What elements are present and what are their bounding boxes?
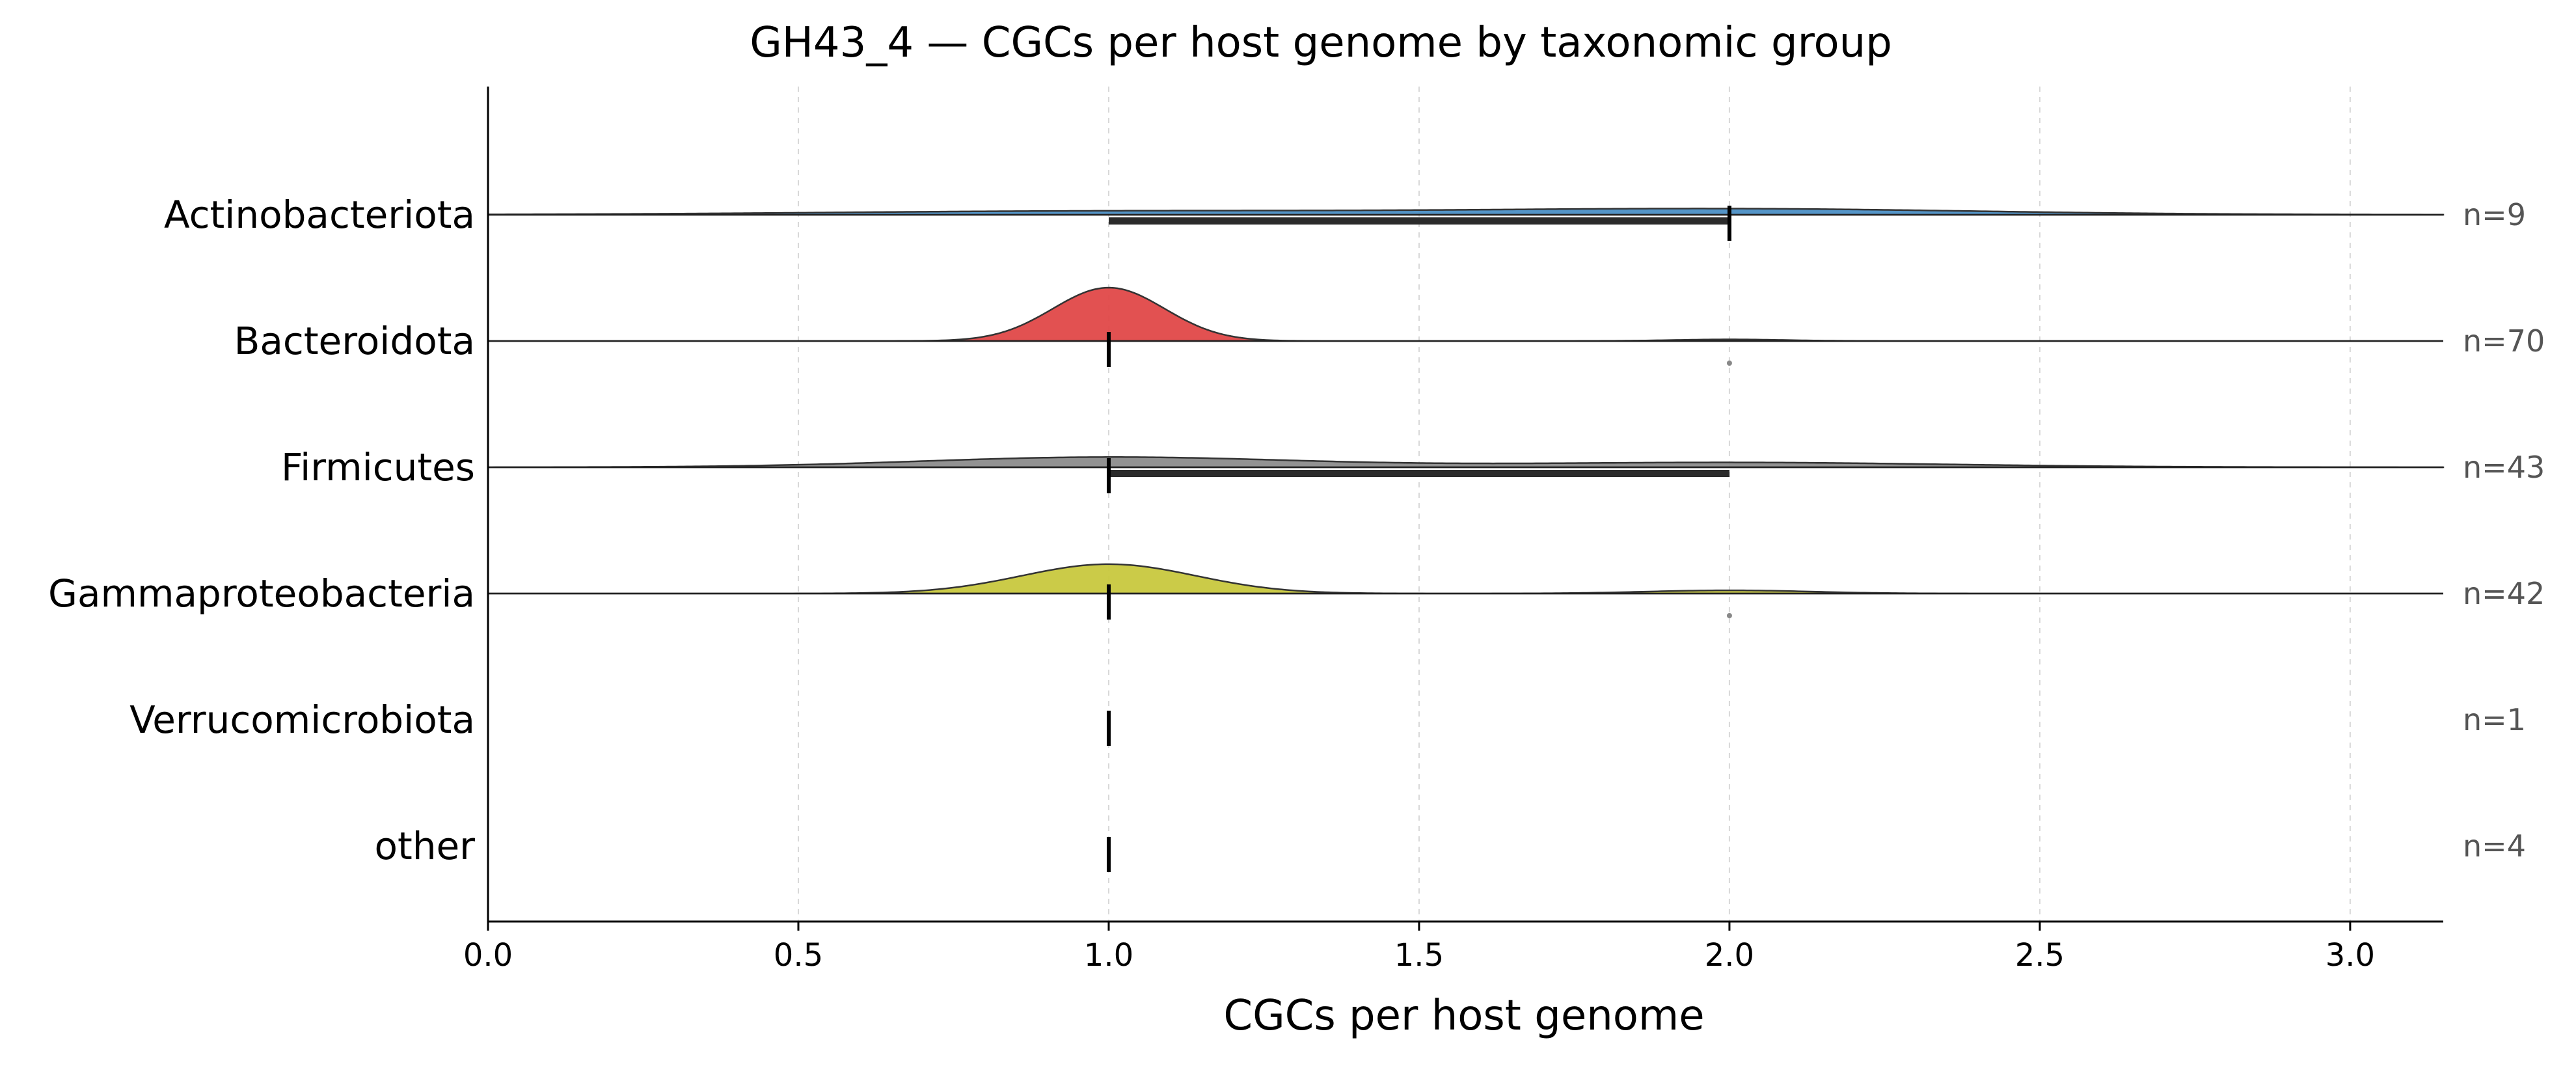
density-ridge bbox=[488, 286, 2443, 342]
x-tick-label: 0.0 bbox=[463, 937, 513, 974]
outlier-point bbox=[1726, 361, 1732, 366]
ridge-group: Verrucomicrobiota n=1 bbox=[129, 698, 2526, 746]
category-label: Verrucomicrobiota bbox=[129, 698, 475, 742]
category-label: Actinobacteriota bbox=[164, 193, 475, 237]
axis-layer bbox=[487, 87, 2443, 923]
n-count-label: n=43 bbox=[2463, 450, 2545, 485]
ridge-group: Gammaproteobacteria n=42 bbox=[48, 563, 2545, 620]
x-tick-label: 1.0 bbox=[1084, 937, 1133, 974]
density-ridge bbox=[488, 563, 2443, 595]
x-tick-label: 3.0 bbox=[2325, 937, 2375, 974]
x-tick-label: 1.5 bbox=[1394, 937, 1444, 974]
iqr-bar bbox=[1108, 217, 1729, 225]
density-ridge bbox=[487, 208, 2445, 216]
n-count-label: n=70 bbox=[2463, 323, 2545, 359]
category-label: other bbox=[374, 824, 475, 868]
n-count-label: n=42 bbox=[2463, 576, 2545, 611]
x-tick-label: 2.5 bbox=[2015, 937, 2065, 974]
ridge-group: Actinobacteriota n=9 bbox=[164, 193, 2526, 241]
iqr-bar bbox=[1108, 470, 1729, 477]
x-axis-title: CGCs per host genome bbox=[1223, 992, 1704, 1040]
category-label: Firmicutes bbox=[281, 445, 475, 489]
outlier-point bbox=[1726, 613, 1732, 618]
ridge-group: Bacteroidota n=70 bbox=[234, 286, 2545, 367]
ridge-layer: Actinobacteriota n=9 Bacteroidota n=70 Firmi… bbox=[48, 193, 2545, 872]
n-count-label: n=9 bbox=[2463, 197, 2526, 232]
ridge-group: Firmicutes n=43 bbox=[281, 445, 2545, 493]
tick-layer: 0.0 0.5 1.0 1.5 2.0 2.5 3.0 bbox=[463, 922, 2375, 974]
density-ridge bbox=[487, 456, 2445, 469]
category-label: Gammaproteobacteria bbox=[48, 571, 475, 616]
n-count-label: n=4 bbox=[2463, 828, 2526, 864]
ridge-group: other n=4 bbox=[374, 824, 2526, 872]
category-label: Bacteroidota bbox=[234, 319, 475, 363]
x-tick-label: 0.5 bbox=[774, 937, 823, 974]
chart-title: GH43_4 — CGCs per host genome by taxonom… bbox=[750, 19, 1892, 67]
n-count-label: n=1 bbox=[2463, 702, 2526, 737]
x-tick-label: 2.0 bbox=[1705, 937, 1754, 974]
